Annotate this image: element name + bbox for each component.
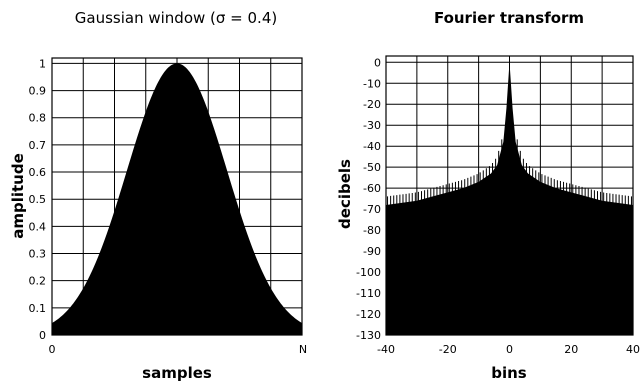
- right-x-tick-label-1: -20: [439, 343, 457, 356]
- gaussian-window-chart: Gaussian window (σ = 0.4) 00.10.20.30.40…: [9, 9, 307, 382]
- left-plot-frame: [51, 57, 303, 336]
- left-y-tick-label-4: 0.4: [29, 220, 47, 233]
- left-y-tick-label-0: 0: [39, 329, 46, 342]
- right-y-tick-label-13: -130: [356, 329, 381, 342]
- right-y-tick-label-11: -110: [356, 287, 381, 300]
- right-x-axis-label: bins: [491, 364, 527, 382]
- right-chart-title: Fourier transform: [434, 9, 584, 27]
- left-y-tick-label-2: 0.2: [29, 275, 47, 288]
- right-x-tick-label-3: 20: [564, 343, 578, 356]
- fourier-sidelobe-spikes: [387, 139, 632, 209]
- right-y-tick-label-3: -30: [363, 119, 381, 132]
- right-y-tick-label-2: -20: [363, 98, 381, 111]
- left-chart-title: Gaussian window (σ = 0.4): [75, 9, 277, 27]
- left-y-tick-label-10: 1: [39, 57, 46, 70]
- left-x-tick-label-n: N: [299, 343, 307, 356]
- right-y-tick-label-9: -90: [363, 245, 381, 258]
- right-y-tick-label-1: -10: [363, 77, 381, 90]
- right-x-tick-labels: -40 -20 0 20 40: [377, 343, 640, 356]
- right-y-tick-label-6: -60: [363, 182, 381, 195]
- right-x-tick-label-4: 40: [626, 343, 640, 356]
- right-y-tick-label-10: -100: [356, 266, 381, 279]
- left-y-tick-label-9: 0.9: [29, 85, 47, 98]
- left-x-tick-label-0: 0: [49, 343, 56, 356]
- gaussian-window-area: [52, 63, 302, 336]
- right-x-tick-label-0: -40: [377, 343, 395, 356]
- left-y-tick-label-6: 0.6: [29, 166, 47, 179]
- left-y-tick-label-1: 0.1: [29, 302, 47, 315]
- fourier-transform-area: [386, 62, 633, 335]
- right-y-tick-labels: 0 -10 -20 -30 -40 -50 -60 -70 -80 -90 -100 -110 -120…: [356, 56, 381, 342]
- right-x-tick-label-2: 0: [506, 343, 513, 356]
- left-y-tick-label-8: 0.8: [29, 112, 47, 125]
- left-y-tick-label-5: 0.5: [29, 193, 47, 206]
- left-x-axis-label: samples: [142, 364, 212, 382]
- right-y-tick-label-5: -50: [363, 161, 381, 174]
- right-plot-frame: [385, 55, 634, 336]
- right-y-tick-label-12: -120: [356, 308, 381, 321]
- left-y-tick-labels: 0 0.1 0.2 0.3 0.4 0.5 0.6 0.7 0.8 0.9 1: [29, 57, 47, 342]
- right-y-tick-label-7: -70: [363, 203, 381, 216]
- right-y-tick-label-0: 0: [374, 56, 381, 69]
- right-y-axis-label: decibels: [336, 159, 354, 229]
- left-y-tick-label-7: 0.7: [29, 139, 47, 152]
- right-y-tick-label-4: -40: [363, 140, 381, 153]
- left-y-axis-label: amplitude: [9, 153, 27, 239]
- right-y-tick-label-8: -80: [363, 224, 381, 237]
- left-y-tick-label-3: 0.3: [29, 248, 47, 261]
- fourier-transform-chart: Fourier transform 0 -10 -20 -30 -40 -50 -60 -70…: [336, 9, 640, 382]
